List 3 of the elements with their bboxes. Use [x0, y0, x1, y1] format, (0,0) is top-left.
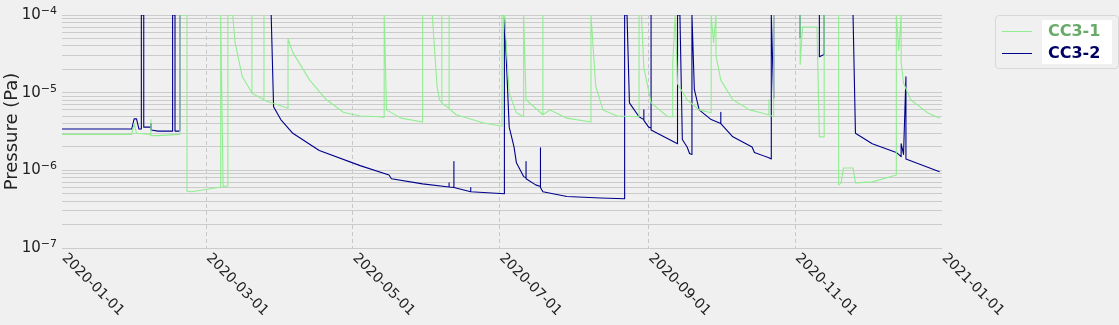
y-axis-title: Pressure (Pa) [0, 72, 22, 191]
legend-label: CC3-1 [1042, 20, 1113, 42]
legend-label: CC3-2 [1042, 42, 1113, 64]
